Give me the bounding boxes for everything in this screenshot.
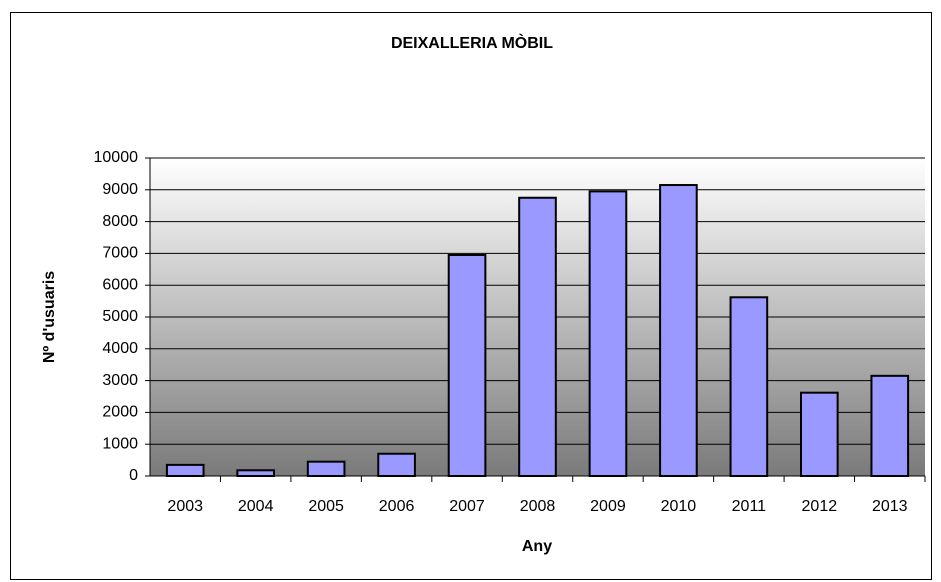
y-tick-label: 5000: [102, 308, 138, 325]
x-tick-label: 2012: [802, 498, 838, 515]
bar: [377, 452, 416, 477]
y-tick-label: 4000: [102, 340, 138, 357]
y-tick-label: 8000: [102, 213, 138, 230]
x-tick-label: 2010: [661, 498, 697, 515]
x-tick-label: 2006: [379, 498, 415, 515]
x-tick-label: 2013: [872, 498, 908, 515]
bar: [306, 460, 346, 478]
x-tick-label: 2005: [308, 498, 344, 515]
y-axis-label: Nº d'usuaris: [41, 271, 58, 363]
bar: [236, 469, 275, 478]
y-tick-label: 7000: [102, 245, 138, 262]
bar: [729, 296, 769, 477]
x-tick-label: 2004: [238, 498, 274, 515]
bar: [165, 463, 205, 477]
bar: [870, 374, 910, 477]
x-tick-label: 2011: [732, 498, 767, 515]
y-tick-label: 9000: [102, 181, 138, 198]
y-tick-label: 0: [129, 467, 138, 484]
bar: [518, 196, 557, 477]
x-tick-label: 2003: [167, 498, 203, 515]
y-tick-label: 3000: [102, 372, 138, 389]
y-tick-label: 2000: [102, 404, 138, 421]
chart-title: DEIXALLERIA MÒBIL: [391, 33, 553, 52]
y-tick-label: 1000: [102, 435, 138, 452]
x-tick-label: 2007: [449, 498, 485, 515]
x-tick-label: 2008: [520, 498, 556, 515]
y-tick-label: 10000: [94, 149, 139, 166]
x-tick-label: 2009: [590, 498, 626, 515]
y-tick-label: 6000: [102, 276, 138, 293]
x-axis-label: Any: [522, 538, 552, 555]
bar: [447, 253, 487, 477]
bar: [588, 190, 628, 477]
bar: [659, 184, 698, 477]
bar: [800, 391, 839, 477]
